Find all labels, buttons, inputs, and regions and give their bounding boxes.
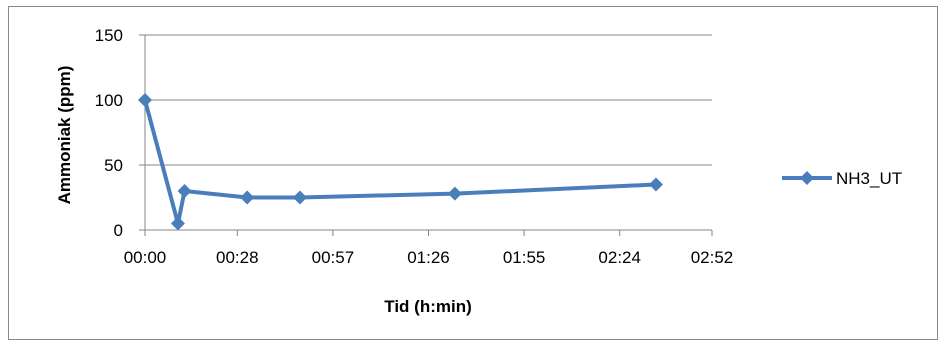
data-point-marker — [648, 177, 663, 192]
x-tick-label: 02:24 — [598, 248, 641, 267]
x-tick-label: 00:28 — [216, 248, 259, 267]
x-tick-label: 01:55 — [503, 248, 546, 267]
y-tick-label: 100 — [95, 91, 123, 110]
data-point-marker — [138, 93, 152, 107]
data-point-marker — [240, 190, 255, 205]
data-point-marker — [292, 190, 307, 205]
x-axis-ticks: 00:00 00:28 00:57 01:26 01:55 02:24 02:52 — [124, 230, 734, 267]
x-tick-label: 01:26 — [407, 248, 450, 267]
data-point-marker — [447, 186, 462, 201]
y-tick-label: 150 — [95, 26, 123, 45]
y-axis-ticks: 0 50 100 150 — [95, 26, 145, 240]
x-tick-label: 00:57 — [312, 248, 355, 267]
legend: NH3_UT — [782, 169, 902, 188]
gridlines — [144, 34, 712, 231]
x-tick-label: 00:00 — [124, 248, 167, 267]
legend-marker — [800, 171, 814, 185]
data-point-marker — [177, 184, 192, 198]
y-axis-title: Ammoniak (ppm) — [55, 66, 74, 205]
data-point-marker — [170, 216, 185, 231]
legend-label: NH3_UT — [836, 169, 902, 188]
series-layer — [138, 93, 663, 231]
x-axis-title: Tid (h:min) — [384, 297, 472, 316]
y-tick-label: 0 — [114, 221, 123, 240]
y-tick-label: 50 — [104, 156, 123, 175]
x-tick-label: 02:52 — [691, 248, 734, 267]
series-line — [143, 99, 657, 226]
